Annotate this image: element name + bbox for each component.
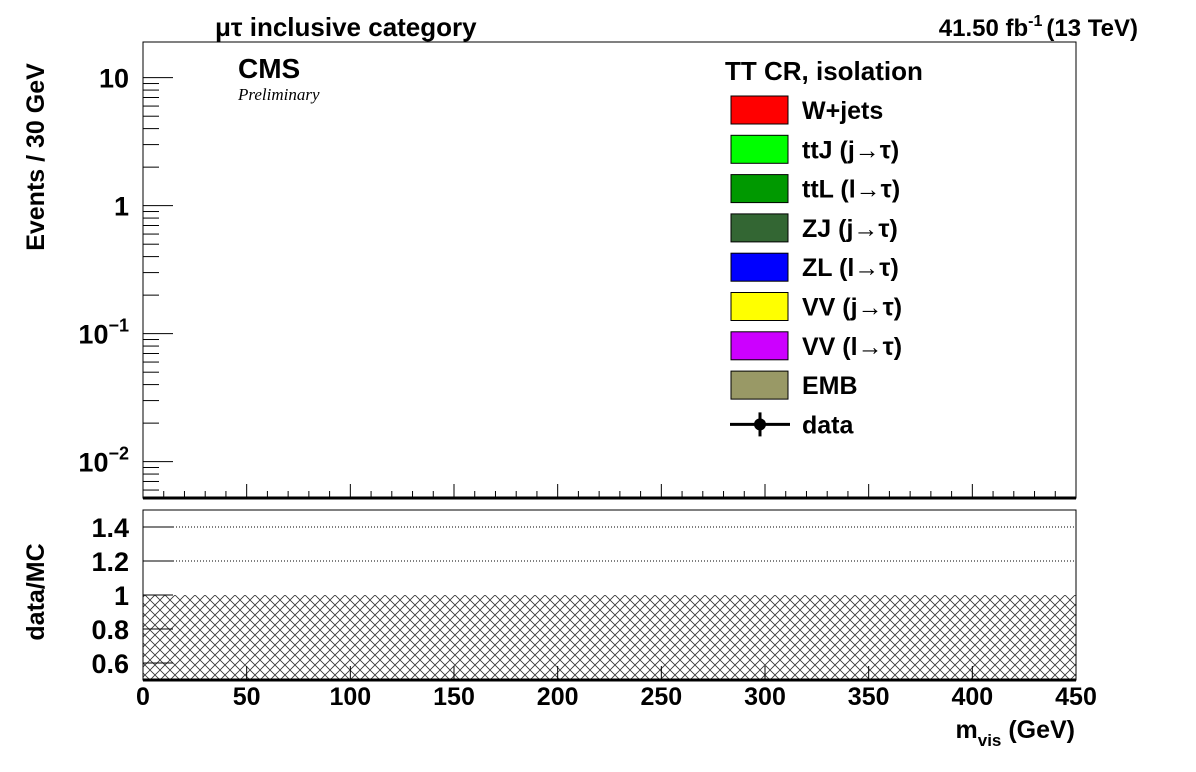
x-label-after: (GeV) bbox=[1001, 716, 1075, 744]
y-tick-exponent: −1 bbox=[108, 316, 129, 336]
legend-label: ttJ (j→τ) bbox=[802, 136, 899, 164]
x-tick-label: 100 bbox=[329, 683, 371, 711]
legend-swatch bbox=[730, 174, 789, 204]
x-tick-label: 400 bbox=[951, 683, 993, 711]
legend-label: data bbox=[802, 411, 855, 439]
x-tick-label: 50 bbox=[233, 683, 261, 711]
y-tick-label: 10−1 bbox=[78, 316, 129, 350]
x-tick-label: 300 bbox=[744, 683, 786, 711]
x-tick-label: 0 bbox=[136, 683, 150, 711]
chart-title: μτ inclusive category bbox=[215, 12, 477, 42]
lumi-after: (13 TeV) bbox=[1046, 15, 1138, 42]
legend-label: ttL (l→τ) bbox=[802, 176, 900, 204]
y-tick-base: 10 bbox=[78, 448, 108, 478]
cms-label: CMS bbox=[238, 53, 300, 84]
y-tick-label: 1 bbox=[114, 581, 129, 611]
legend-label: EMB bbox=[802, 372, 858, 400]
x-tick-label: 200 bbox=[537, 683, 579, 711]
y-tick-label: 1.4 bbox=[91, 513, 129, 543]
legend-swatch bbox=[730, 213, 789, 243]
legend-title: TT CR, isolation bbox=[725, 56, 923, 86]
y-axis-label: Events / 30 GeV bbox=[22, 63, 50, 251]
legend-swatch bbox=[730, 134, 789, 164]
y-tick-base: 10 bbox=[78, 320, 108, 350]
lumi: 41.50 fb-1 (13 TeV) bbox=[939, 13, 1138, 42]
preliminary-label: Preliminary bbox=[237, 85, 320, 104]
legend-label: ZL (l→τ) bbox=[802, 254, 899, 282]
legend-label: VV (j→τ) bbox=[802, 294, 902, 322]
legend-swatch bbox=[730, 331, 789, 361]
x-tick-label: 150 bbox=[433, 683, 475, 711]
legend-label: VV (l→τ) bbox=[802, 333, 902, 361]
legend-marker bbox=[754, 418, 766, 431]
x-label-text: m bbox=[956, 716, 978, 744]
y-tick-label: 10 bbox=[99, 64, 129, 94]
y-tick-label: 1 bbox=[114, 192, 129, 222]
frame bbox=[142, 41, 1077, 499]
uncertainty-fill bbox=[143, 595, 1076, 680]
lumi-sup: -1 bbox=[1028, 13, 1042, 30]
x-tick-label: 250 bbox=[640, 683, 682, 711]
legend-swatch bbox=[730, 370, 789, 400]
y-tick-label: 0.6 bbox=[91, 649, 129, 679]
x-tick-label: 350 bbox=[848, 683, 890, 711]
lumi-text: 41.50 fb bbox=[939, 15, 1028, 42]
legend-label: ZJ (j→τ) bbox=[802, 215, 898, 243]
x-tick-label: 450 bbox=[1055, 683, 1097, 711]
x-label-sub: vis bbox=[978, 731, 1002, 750]
legend-swatch bbox=[730, 292, 789, 321]
ratio-y-axis-label: data/MC bbox=[22, 543, 50, 640]
legend-swatch bbox=[730, 95, 789, 125]
x-axis-label: mvis (GeV) bbox=[956, 716, 1076, 750]
y-tick-label: 10−2 bbox=[78, 444, 129, 478]
y-tick-label: 0.8 bbox=[91, 615, 129, 645]
y-tick-label: 1.2 bbox=[91, 547, 129, 577]
legend-swatch bbox=[730, 252, 789, 282]
y-tick-exponent: −2 bbox=[108, 444, 129, 464]
legend-label: W+jets bbox=[802, 97, 883, 125]
